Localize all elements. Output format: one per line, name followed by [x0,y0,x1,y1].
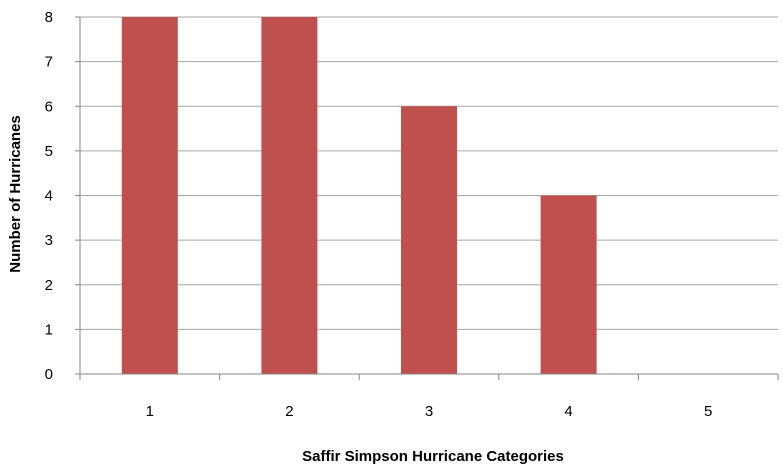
y-tick-labels: 0 1 2 3 4 5 6 7 8 [45,9,53,383]
y-tick-label: 2 [45,277,53,294]
x-tick-label: 5 [704,403,712,420]
y-tick-label: 6 [45,98,53,115]
y-tick-label: 7 [45,54,53,71]
axes [79,17,779,380]
y-tick-label: 1 [45,321,53,338]
bar-3 [401,106,457,374]
bar-2 [261,17,318,374]
y-axis-title: Number of Hurricanes [7,115,24,273]
bar-1 [121,17,178,374]
x-axis-title: Saffir Simpson Hurricane Categories [302,448,564,465]
x-tick-labels: 1 2 3 4 5 [146,403,713,420]
bar-4 [540,195,597,374]
x-tick-label: 1 [146,403,154,420]
y-tick-label: 5 [45,143,53,160]
bars [121,17,597,374]
y-tick-label: 4 [45,188,53,205]
y-tick-label: 3 [45,232,53,249]
x-tick-label: 2 [285,403,293,420]
x-tick-label: 4 [564,403,572,420]
x-tick-label: 3 [425,403,433,420]
y-tick-label: 0 [45,366,53,383]
y-tick-label: 8 [45,9,53,26]
